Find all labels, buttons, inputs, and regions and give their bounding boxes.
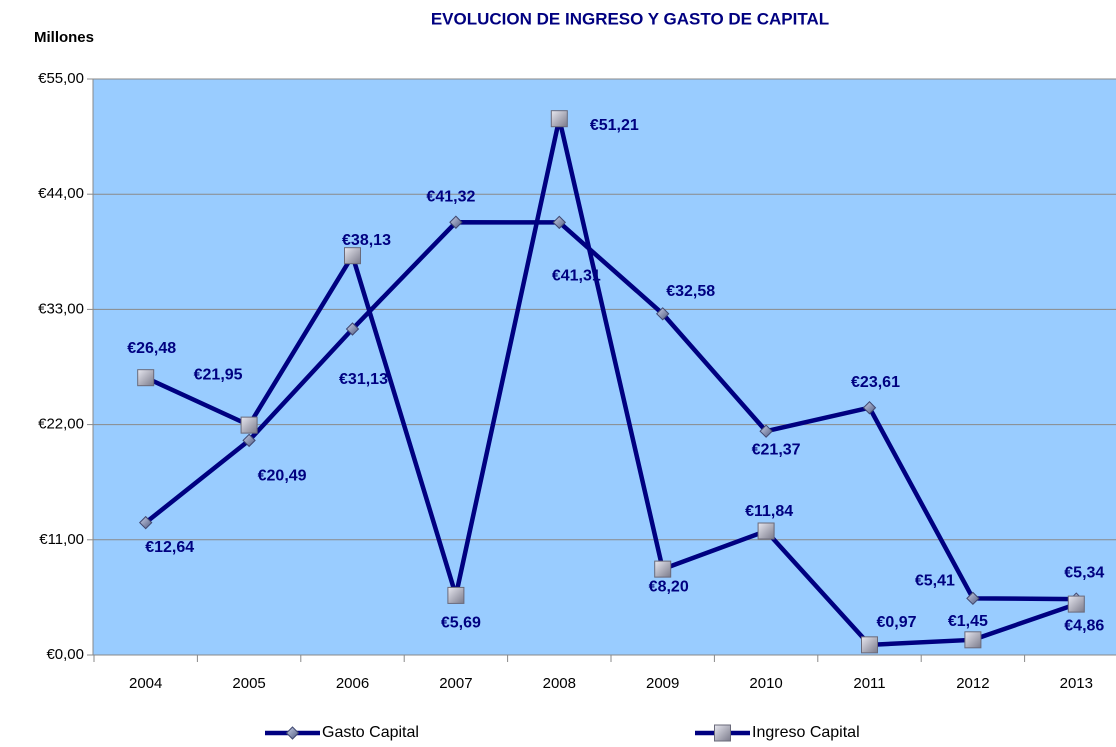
- value-label: €31,13: [339, 371, 388, 388]
- marker-square: [757, 522, 775, 540]
- x-tick-label: 2012: [956, 675, 989, 692]
- value-label: €1,45: [948, 613, 988, 630]
- value-label: €20,49: [258, 468, 307, 485]
- marker-square: [861, 636, 878, 654]
- marker-diamond: [759, 424, 773, 438]
- marker-square: [654, 560, 672, 578]
- marker-diamond: [449, 215, 463, 229]
- value-label: €23,61: [851, 374, 900, 391]
- x-tick-label: 2006: [336, 675, 369, 692]
- marker-square: [1067, 595, 1085, 613]
- value-label: €5,34: [1064, 564, 1104, 581]
- marker-diamond: [655, 307, 670, 321]
- marker-square: [550, 110, 568, 128]
- value-label: €0,97: [876, 614, 916, 631]
- value-label: €41,32: [426, 188, 475, 205]
- value-label: €51,21: [590, 117, 639, 134]
- x-tick-label: 2011: [853, 675, 885, 692]
- legend-marker: [714, 724, 731, 742]
- marker-square: [240, 416, 258, 434]
- x-tick-label: 2004: [129, 675, 162, 692]
- y-tick-label: €44,00: [38, 185, 84, 202]
- marker-diamond: [966, 591, 980, 606]
- y-axis-label: Millones: [34, 29, 94, 46]
- x-tick-label: 2013: [1060, 675, 1093, 692]
- y-tick-label: €11,00: [39, 531, 84, 548]
- x-tick-label: 2005: [232, 675, 265, 692]
- chart-title: EVOLUCION DE INGRESO Y GASTO DE CAPITAL: [431, 9, 829, 28]
- marker-square: [137, 369, 155, 387]
- marker-square: [344, 247, 361, 265]
- legend-marker: [285, 726, 300, 740]
- value-label: €11,84: [745, 503, 793, 520]
- y-tick-label: €55,00: [38, 70, 84, 87]
- x-tick-label: 2007: [439, 675, 472, 692]
- marker-square: [964, 631, 982, 649]
- y-tick-label: €33,00: [38, 300, 84, 317]
- series-line: [144, 116, 1078, 648]
- y-tick-label: €22,00: [38, 416, 84, 433]
- value-label: €21,95: [194, 366, 243, 383]
- marker-diamond: [552, 215, 567, 230]
- marker-diamond: [242, 433, 256, 448]
- x-tick-label: 2010: [749, 675, 782, 692]
- value-label: €26,48: [127, 340, 176, 357]
- value-label: €5,41: [915, 573, 955, 590]
- x-tick-label: 2009: [646, 675, 679, 692]
- value-label: €32,58: [666, 283, 715, 300]
- value-label: €8,20: [649, 578, 689, 595]
- marker-diamond: [862, 401, 877, 415]
- series-line: [144, 220, 1077, 602]
- marker-diamond: [345, 322, 360, 336]
- marker-diamond: [138, 515, 153, 530]
- marker-square: [447, 586, 465, 604]
- legend-label: Gasto Capital: [322, 724, 419, 741]
- y-tick-label: €0,00: [46, 646, 84, 663]
- x-tick-label: 2008: [543, 675, 576, 692]
- plot-area: [93, 79, 1116, 655]
- value-label: €4,86: [1064, 617, 1104, 634]
- value-label: €5,69: [441, 615, 481, 632]
- value-label: €12,64: [145, 539, 194, 556]
- value-label: €38,13: [342, 232, 391, 249]
- value-label: €41,31: [552, 268, 601, 285]
- legend-label: Ingreso Capital: [752, 724, 860, 741]
- value-label: €21,37: [752, 441, 801, 458]
